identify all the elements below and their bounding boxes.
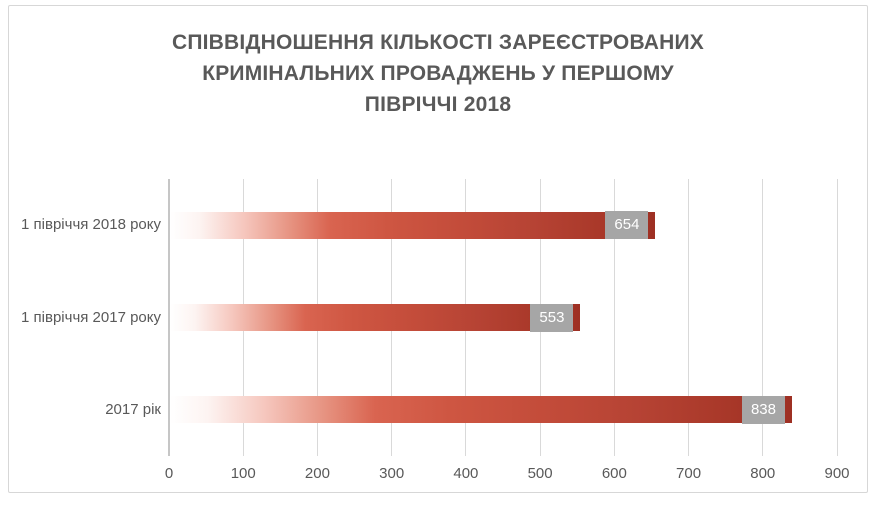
chart-title: СПІВВІДНОШЕННЯ КІЛЬКОСТІ ЗАРЕЄСТРОВАНИХ … <box>171 31 705 116</box>
x-tick-label-0: 0 <box>164 465 174 482</box>
gridline-x-700 <box>688 179 690 456</box>
x-tick-label-900: 900 <box>824 465 850 482</box>
x-tick-label-300: 300 <box>379 465 405 482</box>
x-tick-label-100: 100 <box>230 465 256 482</box>
x-tick-label-800: 800 <box>750 465 776 482</box>
y-axis-line <box>168 179 170 456</box>
category-label-2: 1 півріччя 2017 року <box>21 308 161 326</box>
plot-area: 0 100 200 300 400 500 600 700 800 900 654 1 піврічч… <box>9 6 867 492</box>
x-tick-label-200: 200 <box>304 465 330 482</box>
value-label-3: 838 <box>741 395 785 424</box>
value-label-2: 553 <box>530 303 574 332</box>
gridline-x-600 <box>613 179 615 456</box>
category-label-1: 1 півріччя 2018 року <box>21 216 161 234</box>
x-tick-label-500: 500 <box>527 465 553 482</box>
value-label-1: 654 <box>605 211 649 240</box>
x-tick-label-400: 400 <box>453 465 479 482</box>
gridline-x-900 <box>836 179 838 456</box>
bar-1 <box>170 211 656 239</box>
x-tick-label-600: 600 <box>601 465 627 482</box>
bar-2 <box>170 304 581 331</box>
chart-frame: СПІВВІДНОШЕННЯ КІЛЬКОСТІ ЗАРЕЄСТРОВАНИХ … <box>8 5 868 493</box>
x-tick-label-700: 700 <box>676 465 702 482</box>
gridline-x-800 <box>762 179 764 456</box>
bar-3 <box>170 396 792 424</box>
category-label-3: 2017 рік <box>105 400 161 418</box>
